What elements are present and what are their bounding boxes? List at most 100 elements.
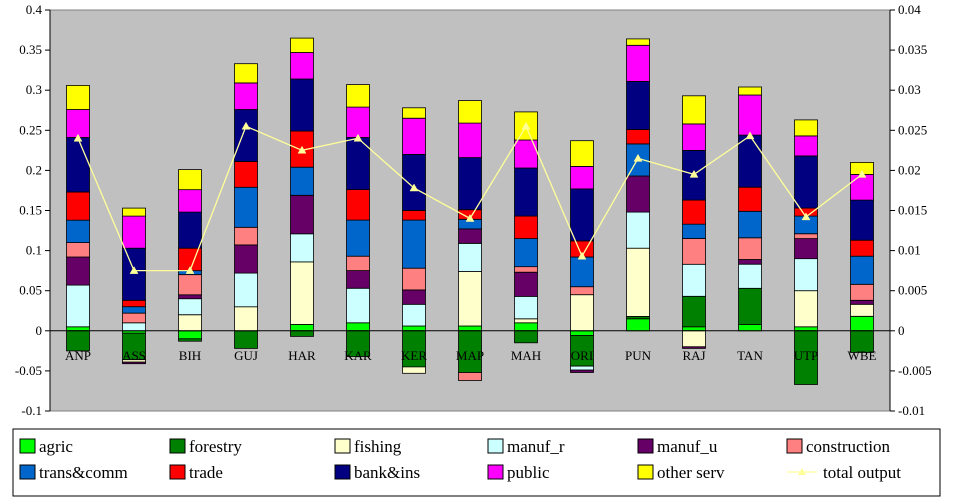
bar-bank-and-ins-tan xyxy=(738,134,762,188)
bar-public-bih xyxy=(178,189,202,213)
bar-manuf-u-mah xyxy=(514,271,538,297)
left-tick-label: 0.1 xyxy=(26,243,42,258)
bar-agric-anp xyxy=(66,326,90,332)
bar-fishing-bih xyxy=(178,314,202,332)
bar-trade-wbe xyxy=(850,239,874,257)
bar-construction-anp xyxy=(66,242,90,258)
bar-fishing-ker xyxy=(402,366,426,374)
bar-manuf-u-anp xyxy=(66,256,90,286)
right-tick-label: 0.015 xyxy=(898,203,927,218)
bar-manuf-r-anp xyxy=(66,284,90,328)
bar-trans-and-comm-wbe xyxy=(850,255,874,285)
x-axis-labels: ANP ASS BIH GUJ HAR KAR KER MAP MAH ORI PUN RAJ TAN U… xyxy=(65,348,877,363)
bar-agric-tan xyxy=(738,323,762,332)
legend-label-trans-and-comm: trans&comm xyxy=(39,463,128,482)
bar-manuf-u-tan xyxy=(738,258,762,265)
bar-manuf-r-ker xyxy=(402,303,426,327)
bar-fishing-guj xyxy=(234,306,258,332)
legend-swatch-forestry xyxy=(169,438,186,454)
right-tick-label: 0.005 xyxy=(898,283,927,298)
bar-fishing-ori xyxy=(570,294,594,332)
bar-fishing-utp xyxy=(794,290,818,328)
bar-other-serv-bih xyxy=(178,169,202,191)
bar-agric-bih xyxy=(178,330,202,340)
left-tick-label: -0.05 xyxy=(15,363,42,378)
bar-bank-and-ins-utp xyxy=(794,155,818,209)
legend-label-trade: trade xyxy=(189,463,223,482)
total-output-point-wbe xyxy=(857,169,867,178)
bar-manuf-r-guj xyxy=(234,272,258,308)
bar-other-serv-ass xyxy=(122,207,146,217)
bars-layer xyxy=(66,37,874,385)
legend-label-construction: construction xyxy=(806,437,891,456)
bar-bank-and-ins-ker xyxy=(402,153,426,211)
bar-agric-wbe xyxy=(850,315,874,332)
bar-trans-and-comm-guj xyxy=(234,186,258,228)
bar-agric-map xyxy=(458,325,482,332)
bar-construction-ori xyxy=(570,286,594,296)
legend-swatch-manuf-r xyxy=(487,438,504,454)
total-output-line-layer xyxy=(73,121,867,274)
bar-forestry-guj xyxy=(234,330,258,349)
x-tick-label-anp: ANP xyxy=(65,348,91,363)
right-tick-label: 0.01 xyxy=(898,243,921,258)
x-tick-label-raj: RAJ xyxy=(682,348,705,363)
total-output-point-ori xyxy=(577,251,587,260)
legend-label-other-serv: other serv xyxy=(657,463,725,482)
total-output-point-utp xyxy=(801,212,811,221)
bar-agric-raj xyxy=(682,326,706,332)
total-output-point-ker xyxy=(409,183,419,192)
bar-trade-mah xyxy=(514,215,538,240)
left-tick-label: 0.3 xyxy=(26,82,42,97)
legend-label-manuf-r: manuf_r xyxy=(507,437,565,456)
legend-swatch-trans-and-comm xyxy=(19,464,36,480)
total-output-point-bih xyxy=(185,266,195,274)
left-tick-label: 0.35 xyxy=(19,42,42,57)
bar-fishing-har xyxy=(290,261,314,325)
total-output-point-kar xyxy=(353,133,363,142)
legend-swatch-agric xyxy=(19,438,36,454)
bar-manuf-u-guj xyxy=(234,244,258,274)
bar-forestry-mah xyxy=(514,330,538,344)
left-tick-label: 0.4 xyxy=(26,2,43,17)
legend-swatch-manuf-u xyxy=(637,438,654,454)
left-tick-label: 0.25 xyxy=(19,122,42,137)
total-output-point-anp xyxy=(73,133,83,142)
bar-trans-and-comm-har xyxy=(290,166,314,196)
bar-manuf-r-ass xyxy=(122,322,146,332)
bar-bank-and-ins-ori xyxy=(570,188,594,242)
bar-construction-raj xyxy=(682,238,706,265)
bar-other-serv-raj xyxy=(682,95,706,125)
bar-manuf-r-mah xyxy=(514,295,538,320)
total-output-point-map xyxy=(465,213,475,222)
bar-other-serv-guj xyxy=(234,63,258,84)
bar-manuf-u-pun xyxy=(626,175,650,213)
right-tick-label: 0.03 xyxy=(898,82,921,97)
bar-manuf-r-pun xyxy=(626,211,650,249)
legend-box xyxy=(12,428,941,497)
bar-forestry-raj xyxy=(682,295,706,328)
bar-other-serv-pun xyxy=(626,38,650,46)
bar-trade-tan xyxy=(738,186,762,212)
bar-trans-and-comm-kar xyxy=(346,219,370,257)
bar-construction-bih xyxy=(178,274,202,296)
bar-construction-kar xyxy=(346,255,370,272)
left-tick-label: 0 xyxy=(36,323,43,338)
bar-manuf-u-utp xyxy=(794,238,818,260)
x-tick-label-har: HAR xyxy=(288,348,316,363)
total-output-point-mah xyxy=(521,121,531,130)
bar-construction-wbe xyxy=(850,283,874,301)
bar-trade-raj xyxy=(682,199,706,225)
right-tick-label: -0.005 xyxy=(898,363,932,378)
bar-construction-utp xyxy=(794,233,818,240)
x-tick-label-wbe: WBE xyxy=(848,348,877,363)
bar-fishing-wbe xyxy=(850,303,874,317)
bar-manuf-r-bih xyxy=(178,298,202,316)
bar-other-serv-har xyxy=(290,37,314,53)
bar-other-serv-map xyxy=(458,100,482,124)
bar-forestry-har xyxy=(290,330,314,337)
bar-manuf-u-har xyxy=(290,194,314,235)
x-tick-label-mah: MAH xyxy=(511,348,541,363)
bar-other-serv-anp xyxy=(66,85,90,110)
